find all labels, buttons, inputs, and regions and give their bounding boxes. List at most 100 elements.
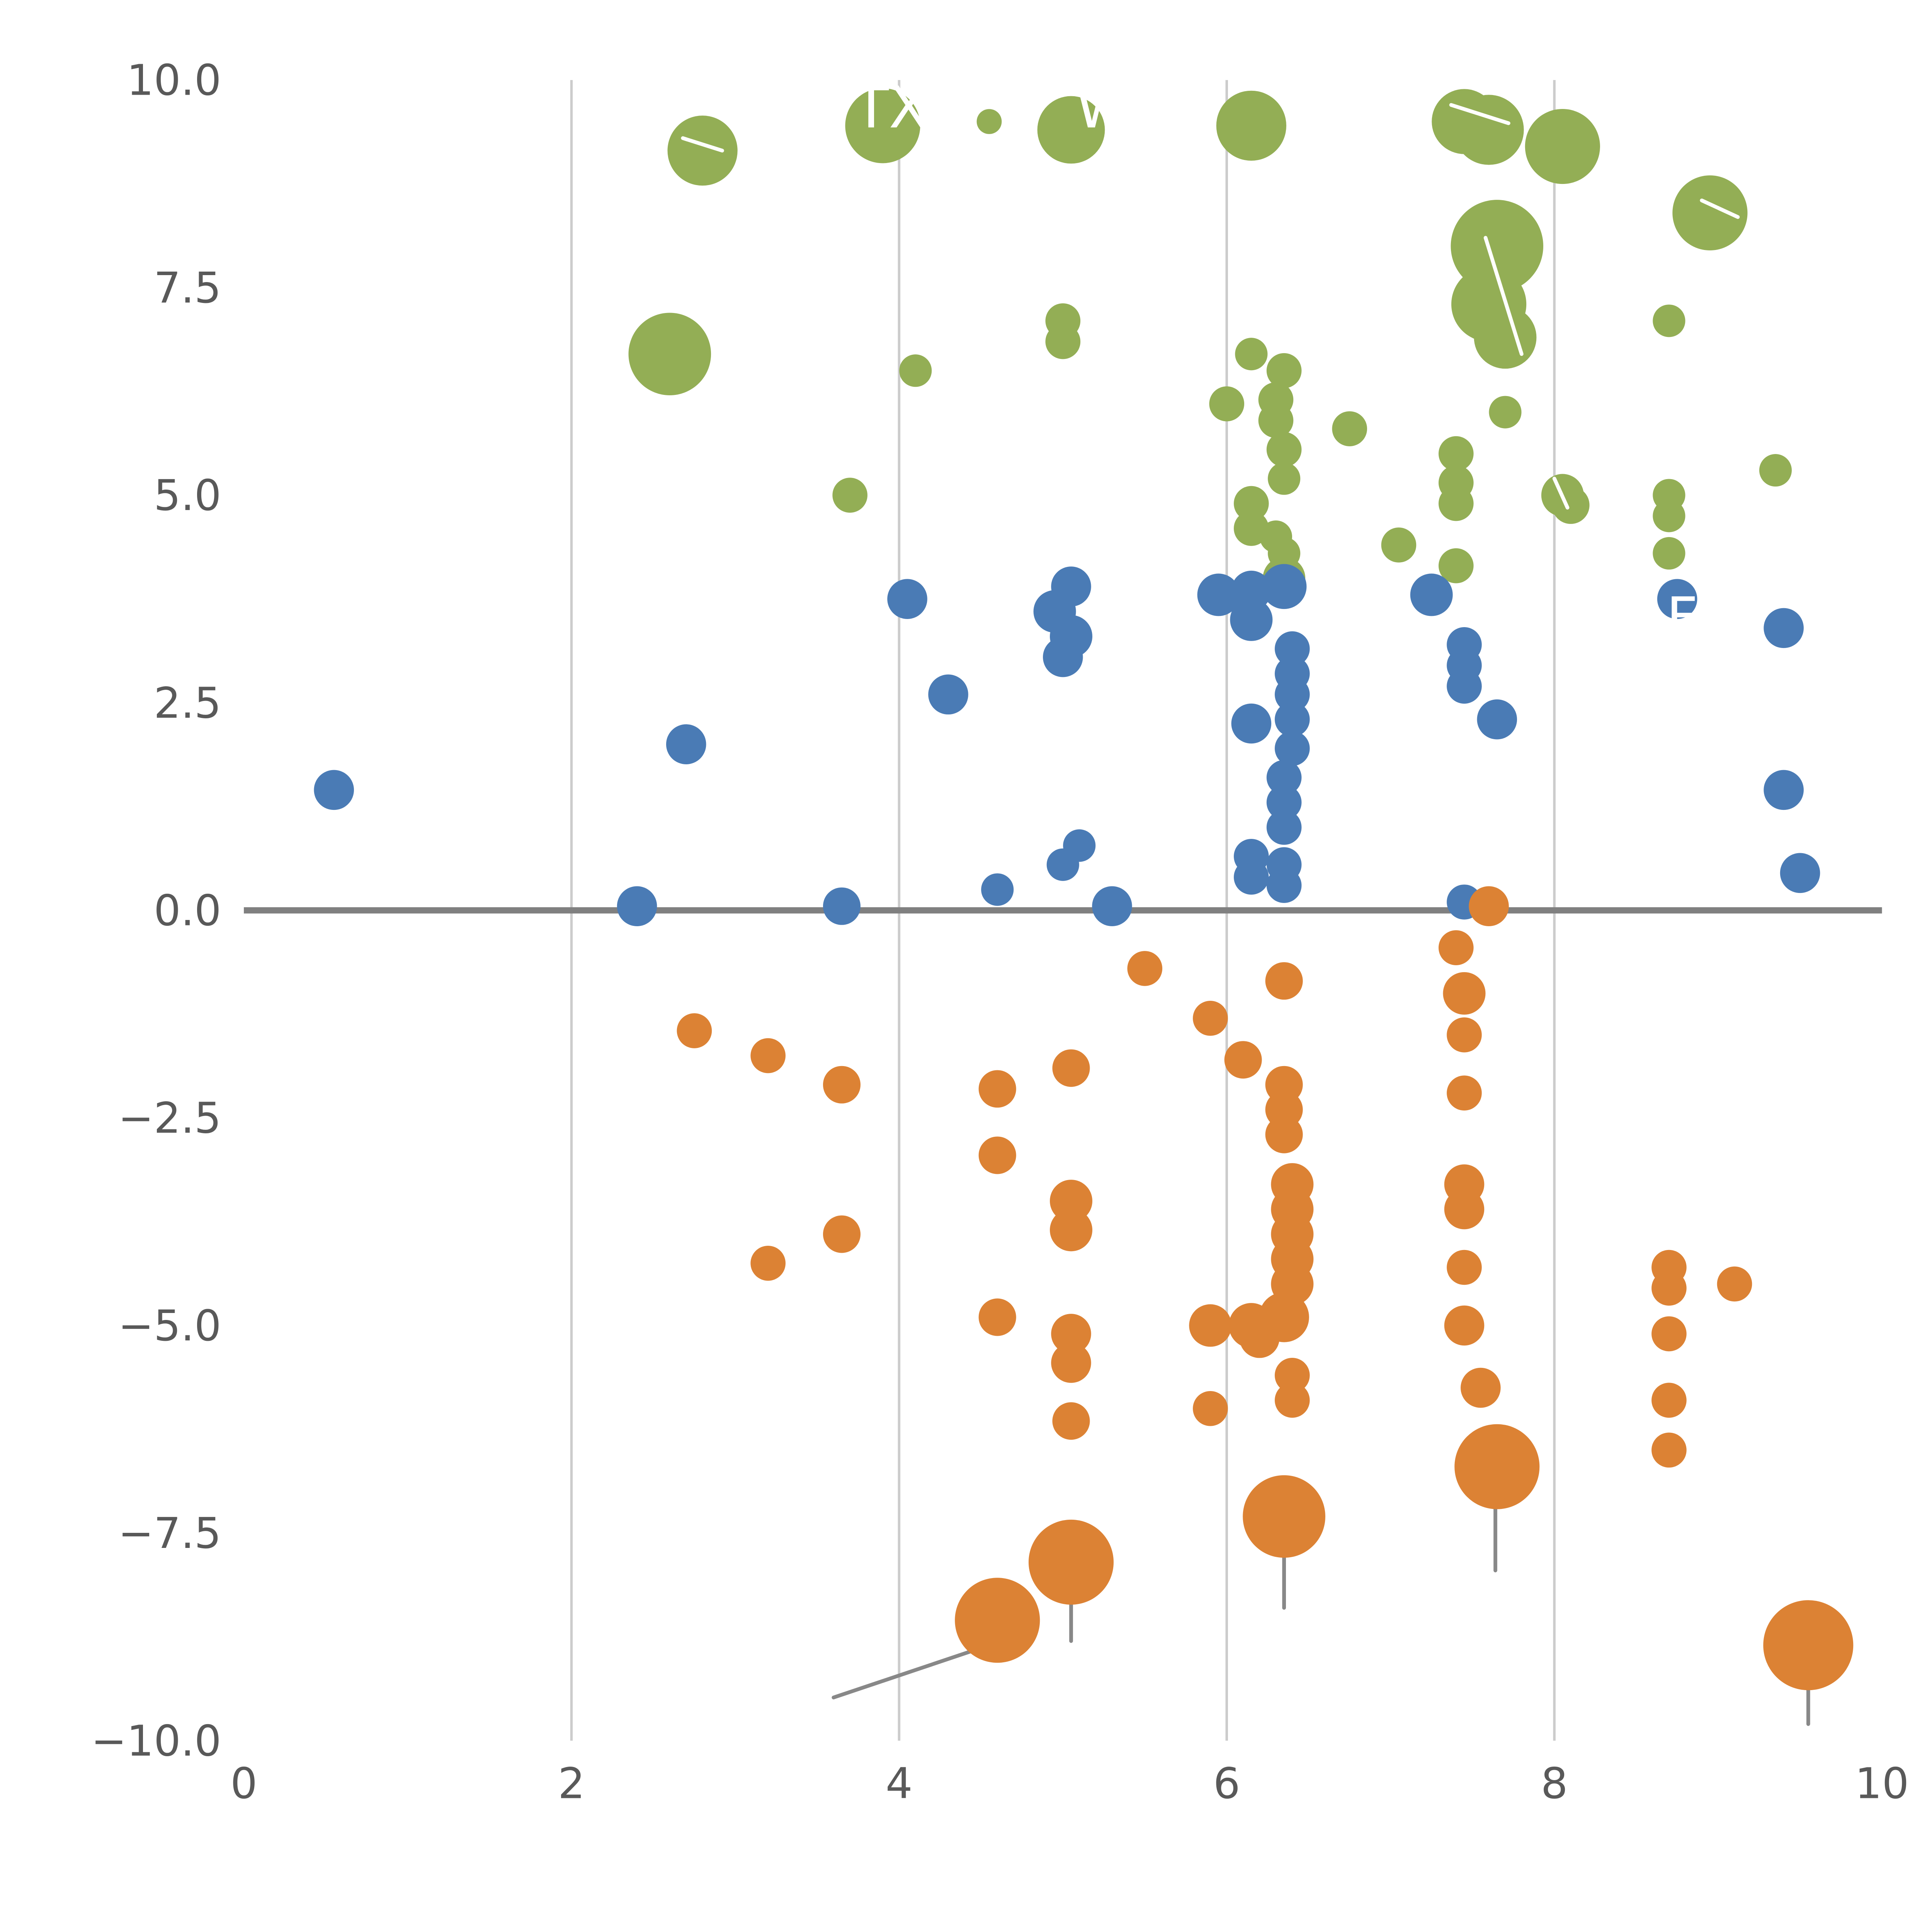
data-point-blue-group	[887, 579, 927, 619]
data-point-blue-group	[1051, 566, 1091, 607]
data-point-orange-group	[1443, 972, 1486, 1015]
data-points	[314, 88, 1854, 1690]
y-tick-label: 5.0	[154, 471, 221, 520]
data-point-blue-group	[1764, 770, 1804, 810]
data-point-orange-group	[1275, 1358, 1310, 1393]
data-point-green-group	[845, 88, 920, 163]
data-point-green-group	[1216, 90, 1286, 161]
data-point-orange-group	[1651, 1316, 1687, 1352]
y-tick-label: 2.5	[154, 678, 221, 728]
series-orange-group	[677, 886, 1854, 1690]
leader-line	[832, 1643, 991, 1699]
data-point-green-group	[899, 354, 932, 387]
data-point-green-group	[1037, 96, 1105, 164]
data-point-orange-group	[1454, 1424, 1540, 1509]
data-point-green-group	[1235, 338, 1268, 371]
data-point-orange-group	[978, 1070, 1016, 1108]
data-point-blue-group	[1092, 886, 1132, 927]
data-point-green-group	[1672, 175, 1748, 251]
data-point-blue-group	[1266, 785, 1302, 820]
data-point-orange-group	[1447, 1017, 1482, 1053]
data-point-green-group	[1438, 436, 1474, 471]
data-point-blue-group	[1447, 668, 1482, 704]
data-point-green-group	[1759, 454, 1792, 487]
data-point-orange-group	[1717, 1266, 1752, 1302]
data-point-blue-group	[1261, 564, 1307, 609]
x-tick-label: 8	[1541, 1759, 1568, 1808]
data-point-blue-group	[314, 770, 354, 810]
data-point-orange-group	[1444, 1189, 1485, 1230]
data-point-green-group	[1266, 432, 1302, 467]
data-point-orange-group	[1763, 1600, 1854, 1690]
series-blue-group	[314, 564, 1820, 927]
data-point-orange-group	[1049, 1209, 1093, 1252]
leader-lines-white	[681, 103, 1740, 510]
x-tick-label: 10	[1855, 1759, 1909, 1808]
data-point-orange-group	[1051, 1343, 1091, 1383]
data-point-orange-group	[1243, 1475, 1325, 1558]
data-point-blue-group	[666, 724, 706, 764]
data-point-orange-group	[1052, 1402, 1090, 1440]
data-point-green-group	[1525, 109, 1600, 184]
data-point-blue-group	[1197, 573, 1240, 616]
data-point-orange-group	[1193, 1001, 1228, 1036]
data-point-orange-group	[978, 1136, 1016, 1174]
data-point-blue-group	[1234, 859, 1269, 895]
data-point-green-group	[628, 313, 711, 396]
data-point-orange-group	[1461, 1367, 1501, 1408]
data-point-blue-group	[981, 873, 1014, 906]
data-point-green-group	[1438, 486, 1474, 521]
annotation-label: W	[1075, 75, 1132, 141]
data-point-orange-group	[1444, 1305, 1485, 1346]
data-point-green-group	[1045, 324, 1081, 359]
data-point-orange-group	[1049, 1180, 1093, 1223]
data-point-orange-group	[823, 1215, 861, 1253]
data-point-orange-group	[1651, 1383, 1687, 1418]
data-point-orange-group	[677, 1013, 712, 1048]
data-point-blue-group	[1043, 637, 1083, 677]
data-point-green-group	[1266, 353, 1302, 388]
data-point-green-group	[1209, 386, 1245, 422]
data-point-orange-group	[1239, 1318, 1280, 1358]
data-point-blue-group	[1764, 608, 1804, 648]
data-point-blue-group	[928, 674, 968, 715]
data-point-blue-group	[1266, 868, 1302, 903]
data-point-orange-group	[1193, 1391, 1228, 1426]
y-tick-label: 7.5	[154, 263, 221, 313]
data-point-green-group	[1474, 306, 1537, 369]
data-point-orange-group	[1127, 951, 1163, 986]
data-point-orange-group	[1028, 1519, 1114, 1605]
data-point-orange-group	[1438, 930, 1474, 965]
y-tick-label: 0.0	[154, 886, 221, 935]
data-point-orange-group	[978, 1298, 1016, 1336]
data-point-blue-group	[1657, 579, 1697, 619]
data-point-orange-group	[1224, 1041, 1262, 1079]
leader-line	[1449, 103, 1510, 125]
leader-line	[1552, 476, 1570, 510]
data-point-green-group	[1653, 500, 1685, 532]
x-tick-label: 6	[1213, 1759, 1240, 1808]
data-point-green-group	[1552, 486, 1590, 524]
x-axis-tick-labels: 0 2 4 6 8 10	[230, 1759, 1909, 1808]
y-tick-label: −2.5	[118, 1094, 221, 1143]
x-tick-label: 4	[886, 1759, 913, 1808]
data-point-orange-group	[1469, 886, 1509, 927]
data-point-green-group	[1332, 411, 1367, 446]
data-point-green-group	[1451, 200, 1544, 293]
data-point-orange-group	[750, 1038, 786, 1073]
annotation-label: F	[1666, 585, 1698, 650]
series-green-group	[628, 88, 1792, 600]
data-point-orange-group	[1052, 1049, 1090, 1087]
data-point-orange-group	[1447, 1075, 1482, 1111]
annotation-label: TX	[853, 75, 928, 141]
leader-line	[1483, 236, 1524, 356]
data-point-orange-group	[823, 1066, 861, 1104]
leader-line	[1700, 198, 1740, 219]
data-point-blue-group	[1266, 760, 1302, 795]
y-tick-label: −5.0	[118, 1301, 221, 1350]
data-point-orange-group	[1275, 1383, 1310, 1418]
y-axis-tick-labels: 10.0 7.5 5.0 2.5 0.0 −2.5 −5.0 −7.5 −10.0	[91, 56, 221, 1766]
data-point-green-group	[667, 116, 738, 186]
data-point-blue-group	[1477, 699, 1517, 740]
